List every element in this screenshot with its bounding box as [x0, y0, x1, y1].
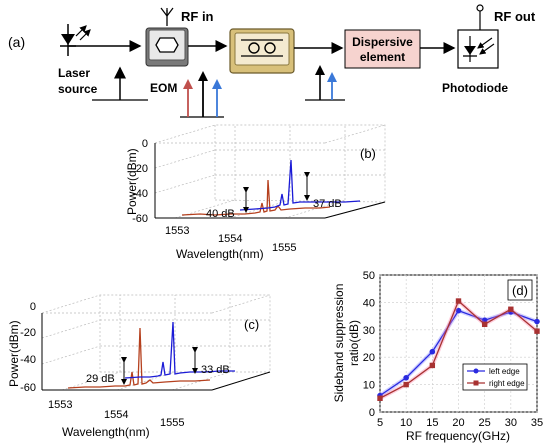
ssr-chart-ylabel-line2: ratio(dB) — [347, 320, 361, 366]
spectrum-b-xticks: 1553 1554 1555 — [165, 225, 296, 254]
spectrum-c-xlabel: Wavelength(nm) — [62, 425, 150, 439]
ssr-chart-legend: left edge right edge — [462, 363, 528, 391]
spectrum-c-ytick: -60 — [20, 382, 36, 394]
ssr-chart-legend-box — [462, 363, 528, 391]
ssr-chart-panel-label-box — [507, 279, 533, 301]
antenna-icon — [160, 7, 174, 26]
legend-right-edge-marker — [473, 380, 479, 386]
ssr-chart-ytick: 0 — [369, 407, 375, 419]
ssr-chart-xtick: 10 — [400, 417, 412, 429]
spectrum-c-depth-axis — [211, 371, 271, 391]
photodiode-icon — [457, 4, 499, 69]
legend-left-edge-label: left edge — [489, 367, 520, 376]
ssr-chart-ytick: 30 — [363, 325, 375, 337]
spectrum-b-annotation-left: 40 dB — [206, 208, 235, 220]
ssr-chart-grid — [379, 274, 538, 413]
spectrum-b-ytick: -20 — [132, 163, 148, 175]
ssr-chart-xtick: 25 — [479, 417, 491, 429]
rf-in-label: RF in — [181, 9, 214, 24]
laser-label-line1: Laser — [58, 66, 90, 80]
spectrum-c-xtick: 1553 — [48, 399, 72, 411]
ssr-point-left-edge — [481, 317, 488, 324]
ssr-chart-ytick: 10 — [363, 380, 375, 392]
filtered-sideband-icon — [305, 65, 345, 101]
photodiode-label: Photodiode — [442, 81, 508, 95]
spectrum-b-ytick: 0 — [142, 138, 148, 150]
ssr-point-right-edge — [377, 395, 383, 401]
spectrum-b-ytick: -40 — [132, 188, 148, 200]
spectrum-b-yticks: 0 -20 -40 -60 — [132, 138, 148, 225]
legend-right-edge-label: right edge — [489, 379, 525, 388]
laser-carrier-icon — [92, 66, 148, 101]
spectrum-c-panel-label: (c) — [244, 317, 259, 332]
laser-label-line2: source — [58, 82, 98, 96]
ssr-chart-ylabel-line1: Sideband suppression — [332, 284, 346, 403]
ssr-chart-xtick: 35 — [531, 417, 543, 429]
ssr-chart-yticks: 0 10 20 30 40 50 — [363, 270, 375, 419]
spectrum-b-xtick: 1555 — [272, 242, 296, 254]
ssr-point-left-edge — [429, 348, 436, 355]
ssr-chart-xticks: 5 10 15 20 25 30 35 — [377, 417, 543, 429]
spectrum-b: 0 -20 -40 -60 1553 1554 1555 Power(dBm) … — [125, 124, 386, 261]
ssr-point-right-edge — [429, 362, 436, 369]
spectrum-c-ytick: 0 — [30, 301, 36, 313]
optical-filter — [229, 28, 295, 74]
ssr-chart-ytick: 20 — [363, 352, 375, 364]
ssr-chart-panel-label: (d) — [512, 283, 528, 298]
ssr-chart-ytick: 50 — [363, 270, 375, 282]
ssr-point-left-edge — [534, 318, 540, 325]
ssr-point-left-edge — [403, 374, 409, 381]
dispersive-label-line1: Dispersive — [352, 35, 413, 49]
setup-panel-label: (a) — [8, 34, 25, 50]
spectrum-b-annotation-right: 37 dB — [313, 198, 342, 210]
spectrum-b-blue-trace — [239, 159, 361, 211]
ssr-chart-xlabel: RF frequency(GHz) — [406, 429, 510, 443]
ssr-chart-ytick: 40 — [363, 297, 375, 309]
spectrum-b-xtick: 1554 — [218, 233, 242, 245]
ssr-point-right-edge — [534, 328, 540, 334]
ssr-point-right-edge — [481, 321, 488, 328]
spectrum-c-ylabel: Power(dBm) — [7, 320, 21, 387]
spectrum-b-box — [154, 124, 386, 219]
spectrum-b-ytick: -60 — [132, 213, 148, 225]
spectrum-b-panel-label: (b) — [360, 146, 376, 161]
eom-sidebands-icon — [180, 71, 224, 118]
eom-modulator — [145, 27, 189, 67]
spectrum-c-xticks: 1553 1554 1555 — [48, 399, 184, 429]
spectrum-c-xtick: 1555 — [160, 417, 184, 429]
spectrum-b-xlabel: Wavelength(nm) — [176, 247, 264, 261]
ssr-point-right-edge — [403, 381, 409, 388]
spectrum-b-red-trace — [181, 179, 331, 216]
ssr-chart-xtick: 5 — [377, 417, 383, 429]
ssr-chart-series — [377, 297, 540, 401]
spectrum-c-yticks: 0 -20 -40 -60 — [20, 301, 36, 394]
ssr-chart: 0 10 20 30 40 50 5 10 15 20 25 30 35 Sideband suppr… — [332, 270, 543, 443]
laser-diode-icon — [60, 24, 91, 56]
legend-left-edge-marker — [473, 368, 479, 374]
spectrum-c-blue-trace — [124, 321, 235, 379]
spectrum-c-xtick: 1554 — [104, 409, 128, 421]
spectrum-b-ylabel: Power(dBm) — [125, 148, 139, 215]
spectrum-c: 0 -20 -40 -60 1553 1554 1555 Power(dBm) … — [7, 294, 271, 439]
spectrum-b-xtick: 1553 — [165, 225, 189, 237]
setup-diagram: (a) Laser source RF in — [8, 4, 536, 118]
ssr-chart-xtick: 15 — [426, 417, 438, 429]
rf-out-label: RF out — [494, 9, 536, 24]
spectrum-c-ytick: -20 — [20, 327, 36, 339]
ssr-chart-xtick: 20 — [452, 417, 464, 429]
ssr-chart-xtick: 30 — [505, 417, 517, 429]
spectrum-b-depth-axis — [324, 201, 386, 219]
spectrum-c-red-trace — [67, 327, 211, 389]
dispersive-label-line2: element — [360, 50, 405, 64]
eom-label: EOM — [150, 81, 177, 95]
ssr-point-right-edge — [508, 306, 514, 312]
ssr-point-right-edge — [455, 298, 462, 304]
spectrum-c-annotation-left: 29 dB — [86, 373, 115, 385]
spectrum-c-annotation-right: 33 dB — [201, 364, 230, 376]
ssr-point-left-edge — [455, 307, 462, 314]
dispersive-element-box — [344, 29, 421, 69]
spectrum-c-ytick: -40 — [20, 354, 36, 366]
